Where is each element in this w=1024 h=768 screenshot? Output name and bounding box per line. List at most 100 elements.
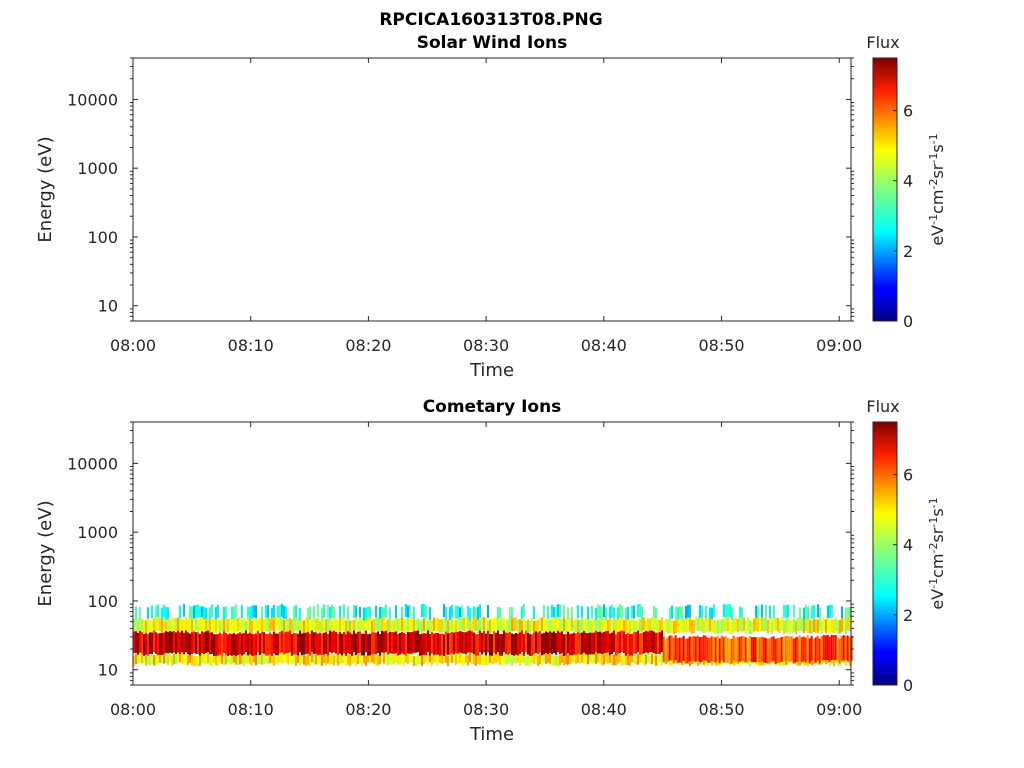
flux-cell bbox=[800, 637, 803, 663]
flux-cell bbox=[367, 616, 369, 631]
flux-cell bbox=[804, 637, 807, 663]
flux-cell bbox=[165, 631, 167, 653]
flux-cell bbox=[137, 653, 139, 665]
x-tick-label: 08:10 bbox=[228, 336, 274, 355]
flux-cell bbox=[295, 655, 297, 666]
flux-cell bbox=[281, 630, 283, 653]
flux-cell bbox=[323, 632, 325, 655]
flux-cell bbox=[419, 620, 421, 634]
flux-cell bbox=[738, 637, 741, 662]
flux-cell bbox=[233, 620, 235, 634]
flux-cell bbox=[525, 655, 527, 666]
flux-cell bbox=[187, 632, 189, 655]
flux-cell bbox=[690, 636, 693, 662]
flux-cell bbox=[437, 633, 439, 655]
flux-cell bbox=[269, 652, 271, 664]
flux-cell bbox=[798, 635, 801, 661]
flux-cell bbox=[317, 618, 319, 632]
flux-cell bbox=[647, 618, 649, 632]
flux-cell bbox=[133, 655, 135, 667]
flux-cell bbox=[293, 632, 295, 655]
flux-cell bbox=[759, 618, 761, 632]
flux-cell bbox=[413, 606, 415, 620]
flux-cell bbox=[587, 606, 589, 620]
flux-cell bbox=[451, 605, 453, 618]
flux-cell bbox=[737, 618, 739, 633]
flux-cell bbox=[611, 604, 613, 618]
flux-cell bbox=[429, 652, 431, 663]
flux-cell bbox=[261, 606, 263, 620]
flux-cell bbox=[291, 619, 293, 633]
flux-cell bbox=[201, 616, 203, 631]
flux-cell bbox=[725, 617, 727, 631]
flux-cell bbox=[433, 652, 435, 663]
flux-cell bbox=[357, 653, 359, 664]
flux-cell bbox=[755, 605, 757, 619]
flux-cell bbox=[545, 653, 547, 665]
flux-cell bbox=[279, 652, 281, 663]
flux-cell bbox=[199, 616, 201, 631]
y-tick-label: 1000 bbox=[77, 523, 118, 542]
flux-cell bbox=[809, 619, 811, 634]
flux-cell bbox=[237, 617, 239, 632]
flux-cell bbox=[523, 617, 525, 632]
flux-cell bbox=[341, 652, 343, 663]
flux-cell bbox=[183, 632, 185, 655]
flux-cell bbox=[245, 653, 247, 664]
flux-cell bbox=[501, 618, 503, 632]
flux-cell bbox=[832, 635, 835, 660]
x-tick-label: 08:50 bbox=[698, 700, 744, 719]
flux-cell bbox=[475, 634, 477, 656]
flux-cell bbox=[637, 604, 639, 617]
flux-cell bbox=[601, 620, 603, 634]
flux-cell bbox=[686, 638, 689, 664]
flux-cell bbox=[591, 605, 593, 619]
flux-cell bbox=[147, 618, 149, 633]
flux-cell bbox=[609, 606, 611, 620]
flux-cell bbox=[633, 652, 635, 664]
flux-cell bbox=[371, 652, 373, 663]
flux-cell bbox=[203, 632, 205, 654]
flux-cell bbox=[619, 652, 621, 663]
flux-cell bbox=[169, 619, 171, 633]
flux-cell bbox=[323, 652, 325, 664]
flux-cell bbox=[215, 619, 217, 633]
flux-cell bbox=[261, 631, 263, 654]
flux-cell bbox=[609, 633, 611, 656]
flux-cell bbox=[511, 655, 513, 666]
flux-cell bbox=[133, 631, 135, 653]
flux-cell bbox=[393, 632, 395, 654]
flux-cell bbox=[245, 620, 247, 634]
flux-cell bbox=[193, 655, 195, 667]
flux-cell bbox=[467, 617, 469, 631]
flux-cell bbox=[321, 633, 323, 656]
flux-cell bbox=[467, 655, 469, 666]
flux-cell bbox=[267, 633, 269, 656]
flux-cell bbox=[283, 632, 285, 655]
flux-cell bbox=[269, 618, 271, 632]
x-tick-label: 09:00 bbox=[816, 700, 862, 719]
flux-cell bbox=[219, 620, 221, 634]
flux-cell bbox=[455, 605, 457, 619]
flux-cell bbox=[297, 633, 299, 656]
flux-cell bbox=[289, 618, 291, 632]
flux-cell bbox=[391, 620, 393, 635]
flux-cell bbox=[313, 606, 315, 620]
flux-cell bbox=[377, 631, 379, 653]
flux-cell bbox=[627, 632, 629, 655]
flux-cell bbox=[331, 653, 333, 665]
flux-cell bbox=[521, 652, 523, 663]
flux-cell bbox=[293, 618, 295, 633]
colorbar-title: Flux bbox=[866, 397, 899, 416]
flux-cell bbox=[716, 635, 719, 661]
flux-cell bbox=[143, 652, 145, 663]
flux-cell bbox=[581, 606, 583, 620]
flux-cell bbox=[635, 632, 637, 654]
flux-cell bbox=[471, 631, 473, 653]
flux-cell bbox=[215, 607, 217, 620]
flux-cell bbox=[807, 655, 809, 667]
flux-cell bbox=[209, 632, 211, 655]
flux-cell bbox=[283, 619, 285, 634]
colorbar-label: eV-1cm-2sr-1s-1 bbox=[927, 497, 948, 609]
flux-cell bbox=[499, 607, 501, 621]
